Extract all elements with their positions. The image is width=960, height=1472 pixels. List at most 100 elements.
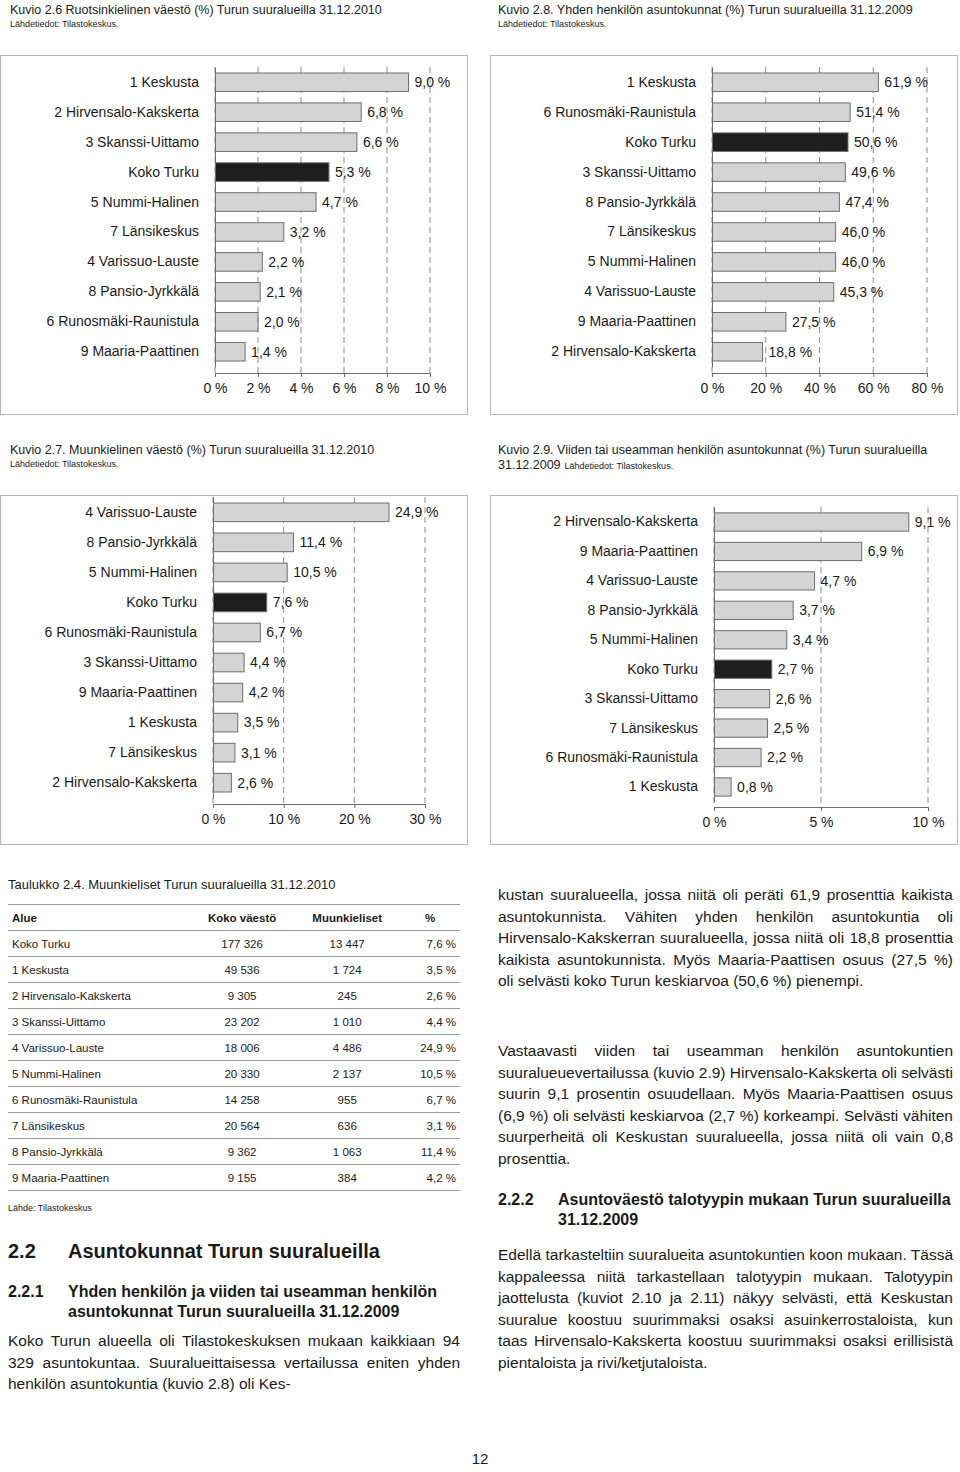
table-cell: 8 Pansio-Jyrkkälä [8,1139,190,1165]
tick-line [927,373,928,377]
chart-title: Kuvio 2.8. Yhden henkilön asuntokunnat (… [498,3,913,17]
bar [714,690,770,708]
data-label: 1,4 % [251,344,287,360]
data-label: 2,0 % [264,314,300,330]
bar [714,542,862,560]
table-title: Taulukko 2.4. Muunkieliset Turun suuralu… [8,877,335,892]
chart-frame [1,496,468,845]
value-tick: 0 % [203,373,227,396]
category-label: 8 Pansio-Jyrkkälä [586,194,697,210]
category-tick: 7 Länsikeskus [609,720,714,736]
value-tick: 4 % [289,373,313,396]
category-tick: 7 Länsikeskus [108,744,213,760]
table-cell: 20 330 [190,1061,294,1087]
bar [213,593,267,612]
tick-label: 10 % [415,380,447,396]
category-tick: 2 Hirvensalo-Kakskerta [54,104,215,120]
bar [714,601,793,619]
tick-line [301,373,302,377]
category-label: 8 Pansio-Jyrkkälä [588,602,699,618]
category-tick: Koko Turku [128,164,215,180]
category-tick: 2 Hirvensalo-Kakskerta [553,513,714,529]
table-row: 1 Keskusta49 5361 7243,5 % [8,957,460,983]
category-tick: 7 Länsikeskus [607,223,712,239]
chart-svg: 1 Keskusta6 Runosmäki-RaunistulaKoko Tur… [490,55,958,415]
value-tick: 10 % [268,804,300,827]
category-label: 5 Nummi-Halinen [91,194,199,210]
chart-title: Kuvio 2.7. Muunkielinen väestö (%) Turun… [10,443,374,457]
category-tick: 8 Pansio-Jyrkkälä [588,602,715,618]
category-tick: Koko Turku [126,594,213,610]
chart-subtitle: Lähdetiedot: Tilastokeskus. [498,18,953,30]
category-tick: Koko Turku [625,134,712,150]
value-tick: 0 % [702,807,726,830]
table-cell: 6,7 % [400,1087,460,1113]
data-label: 24,9 % [395,504,439,520]
table-cell: 49 536 [190,957,294,983]
table-cell: 1 Keskusta [8,957,190,983]
category-tick: 8 Pansio-Jyrkkälä [586,194,713,210]
table-header-cell: Koko väestö [190,905,294,931]
category-label: 7 Länsikeskus [607,223,696,239]
chart-svg: 4 Varissuo-Lauste8 Pansio-Jyrkkälä5 Numm… [0,495,468,845]
category-label: 5 Nummi-Halinen [89,564,197,580]
table-cell: 7,6 % [400,931,460,957]
bar [714,778,731,796]
category-tick: 6 Runosmäki-Raunistula [545,749,714,765]
tick-line [712,373,713,377]
chart-svg: 2 Hirvensalo-Kakskerta 9 Maaria-Paattinen… [490,495,958,845]
bar [712,163,845,182]
subsection-heading: 2.2.2Asuntoväestö talotyypin mukaan Turu… [498,1190,953,1230]
table-row: 3 Skanssi-Uittamo23 2021 0104,4 % [8,1009,460,1035]
chart-subtitle: Lähdetiedot: Tilastokeskus. [565,461,674,471]
value-tick: 20 % [339,804,371,827]
table-header-cell: Muunkieliset [294,905,400,931]
bar [712,193,839,212]
category-axis: 1 Keskusta2 Hirvensalo-Kakskerta3 Skanss… [46,68,215,368]
grid-line [354,497,355,804]
table-cell: 1 724 [294,957,400,983]
data-label: 2,6 % [776,691,812,707]
category-label: 2 Hirvensalo-Kakskerta [54,104,199,120]
bar [714,631,787,649]
bar [213,533,294,552]
category-axis: 2 Hirvensalo-Kakskerta 9 Maaria-Paattinen… [545,508,714,803]
data-label: 3,2 % [290,224,326,240]
bar [215,163,329,182]
grid [213,497,425,804]
category-label: 1 Keskusta [629,778,698,794]
table-cell: 1 063 [294,1139,400,1165]
category-tick: 4 Varissuo-Lauste [586,572,714,588]
bar [712,253,836,272]
category-tick: 3 Skanssi-Uittamo [85,134,215,150]
category-label: 5 Nummi-Halinen [588,253,696,269]
category-label: Koko Turku [627,661,698,677]
tick-label: 20 % [750,380,782,396]
value-axis: 0 %10 %20 %30 % [201,804,441,827]
data-label: 46,0 % [842,224,886,240]
bar [714,572,815,590]
table-row: 6 Runosmäki-Raunistula14 2589556,7 % [8,1087,460,1113]
table-cell: 4,2 % [400,1165,460,1191]
axis-line [214,805,426,809]
category-label: 4 Varissuo-Lauste [584,283,696,299]
layout-part: AlueKoko väestöMuunkieliset% [8,905,460,931]
category-label: 3 Skanssi-Uittamo [83,654,197,670]
table-row: 4 Varissuo-Lauste18 0064 48624,9 % [8,1035,460,1061]
category-tick: 9 Maaria-Paattinen [81,343,215,359]
category-label: 2 Hirvensalo-Kakskerta [553,513,698,529]
data-label: 47,4 % [845,194,889,210]
bar [714,660,772,678]
data-label: 2,5 % [774,720,810,736]
section-heading: 2.2Asuntokunnat Turun suuralueilla [8,1240,458,1263]
category-label: Koko Turku [128,164,199,180]
category-label: 9 Maaria-Paattinen [580,543,698,559]
table-cell: 20 564 [190,1113,294,1139]
data-label: 2,7 % [778,661,814,677]
tick-line [820,373,821,377]
table-cell: 9 362 [190,1139,294,1165]
tick-label: 20 % [339,811,371,827]
data-label: 4,4 % [250,654,286,670]
category-label: 3 Skanssi-Uittamo [584,690,698,706]
category-label: 3 Skanssi-Uittamo [582,164,696,180]
